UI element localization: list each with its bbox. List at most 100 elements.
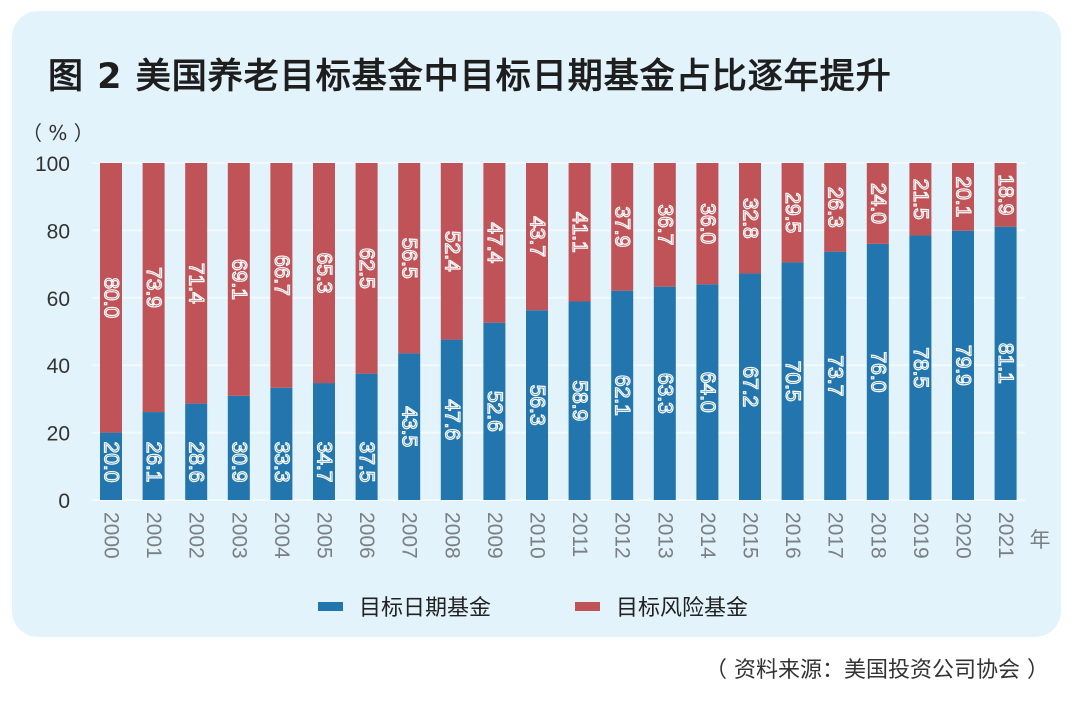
x-tick-label: 2016 [781,512,804,559]
bar-segment-target-date [653,286,676,500]
x-tick-label: 2000 [100,512,123,559]
y-tick-label: 0 [58,490,70,513]
bar-segment-target-risk [526,163,548,311]
data-label: 20.0 [100,442,123,483]
bar-segment-target-date [398,353,421,500]
legend-swatch-blue [318,601,343,611]
data-label: 18.9 [994,174,1017,215]
bar-segment-target-date [781,262,804,500]
legend-swatch-red [575,601,600,611]
bar-segment-target-risk [185,163,208,404]
data-label: 64.0 [696,372,719,413]
legend-item-target-risk: 目标风险基金 [575,590,748,622]
bar-segment-target-risk [611,163,634,291]
x-tick-label: 2012 [611,512,634,559]
bar-segment-target-risk [100,163,122,433]
y-tick-label: 60 [47,288,70,311]
x-tick-label: 2018 [866,512,889,559]
x-tick-label: 2007 [398,512,421,559]
bar-segment-target-risk [909,163,932,236]
x-tick-label: 2006 [355,512,378,559]
x-tick-label: 2011 [568,512,591,557]
y-tick-label: 100 [35,153,70,176]
bar-segment-target-risk [398,163,421,354]
bar-segment-target-date [824,251,847,500]
data-label: 66.7 [270,255,293,296]
bar-segment-target-risk [568,163,591,302]
data-label: 37.5 [355,442,378,483]
chart-title: 图 2 美国养老目标基金中目标日期基金占比逐年提升 [48,57,892,97]
data-label: 41.1 [568,212,591,253]
x-axis-unit-label: 年 [1030,528,1051,552]
data-label: 78.5 [909,347,932,388]
x-tick-label: 2020 [952,512,975,559]
bar-segment-target-date [739,273,761,500]
bar-segment-target-date [952,230,974,500]
legend-label: 目标日期基金 [359,596,492,621]
bar-segment-target-date [994,226,1017,500]
data-label: 21.5 [909,179,932,220]
data-label: 67.2 [739,366,762,407]
x-tick-label: 2002 [185,512,208,559]
bar-segment-target-risk [440,163,463,340]
bar-segment-target-date [185,403,208,500]
x-tick-label: 2019 [909,512,932,559]
bar-segment-target-date [440,339,463,500]
bar-segment-target-date [909,235,932,500]
data-label: 47.6 [440,399,463,440]
data-label: 32.8 [739,198,762,239]
data-label: 73.7 [824,355,847,396]
bar-segment-target-risk [227,163,250,396]
bar-segment-target-date [142,412,165,500]
bar-segment-target-date [611,290,634,500]
bar-segment-target-date [696,284,719,500]
bar-segment-target-risk [781,163,804,263]
bar-segment-target-risk [952,163,974,231]
bar-segment-target-risk [313,163,335,384]
legend-label: 目标风险基金 [616,596,749,621]
data-label: 52.4 [440,231,463,272]
x-tick-label: 2001 [142,512,165,559]
data-label: 81.1 [994,343,1017,384]
bar-segment-target-risk [142,163,165,413]
y-tick-label: 80 [47,220,70,243]
source-note: （ 资料来源：美国投资公司协会 ） [705,658,1049,683]
data-label: 63.3 [653,373,676,414]
bar-segment-target-risk [739,163,761,274]
data-label: 36.0 [696,203,719,244]
data-label: 56.3 [526,385,549,426]
x-tick-label: 2014 [696,512,719,559]
x-tick-label: 2010 [526,512,549,559]
bar-segment-target-risk [270,163,293,388]
data-label: 79.9 [952,345,975,386]
legend-item-target-date: 目标日期基金 [318,590,491,622]
data-label: 26.3 [824,187,847,228]
data-label: 20.1 [952,176,975,217]
bar-segment-target-risk [483,163,506,323]
x-tick-label: 2008 [440,512,463,559]
bar-segment-target-date [568,301,591,500]
x-tick-label: 2015 [739,512,762,559]
x-tick-label: 2004 [270,512,293,559]
bar-segment-target-risk [824,163,847,252]
data-label: 29.5 [781,192,804,233]
data-label: 52.6 [483,391,506,432]
bar-segment-target-date [270,387,293,500]
data-label: 70.5 [781,361,804,402]
data-label: 43.7 [526,216,549,257]
x-tick-label: 2021 [994,512,1017,559]
data-label: 69.1 [227,259,250,300]
bar-segment-target-date [526,310,548,500]
data-label: 26.1 [142,442,165,483]
bar-segment-target-date [355,373,378,500]
data-label: 65.3 [313,253,336,294]
y-tick-label: 40 [47,355,70,378]
x-tick-label: 2009 [483,512,506,559]
x-tick-label: 2013 [653,512,676,559]
y-axis-unit-label: （ % ） [22,121,94,145]
data-label: 76.0 [866,352,889,393]
data-label: 30.9 [227,442,250,483]
bar-segment-target-date [227,395,250,500]
bar-segment-target-date [100,432,122,500]
